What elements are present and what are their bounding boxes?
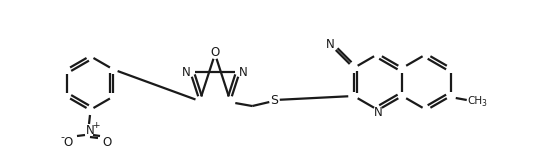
Text: CH: CH [467, 96, 482, 106]
Text: S: S [270, 93, 278, 107]
Text: O: O [63, 136, 72, 150]
Text: O: O [102, 136, 111, 150]
Text: N: N [182, 66, 191, 80]
Text: O: O [211, 47, 220, 60]
Text: N: N [374, 105, 382, 119]
Text: N: N [325, 38, 334, 51]
Text: -: - [60, 132, 64, 142]
Text: 3: 3 [481, 99, 486, 107]
Text: +: + [92, 122, 100, 131]
Text: N: N [239, 66, 248, 80]
Text: N: N [86, 124, 94, 137]
